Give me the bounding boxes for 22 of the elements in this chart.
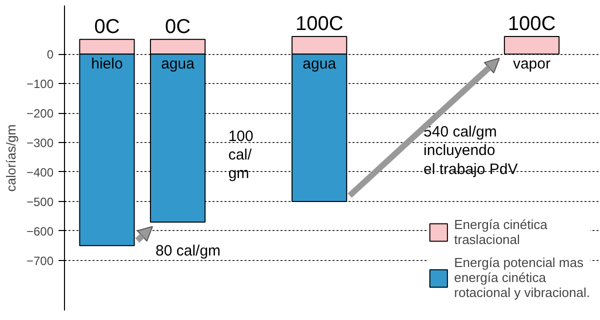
- x-tick-label: agua: [161, 56, 196, 73]
- y-tick-label: −100: [26, 77, 54, 92]
- x-tick-label: hielo: [91, 56, 123, 73]
- bar: [504, 36, 560, 55]
- y-axis-title: calorías/gm: [3, 124, 18, 192]
- y-tick-label: −300: [26, 136, 54, 150]
- annotation: 0C: [164, 16, 191, 38]
- y-tick-label: −500: [26, 194, 54, 209]
- x-tick-label: vapor: [512, 56, 550, 73]
- y-tick-label: −200: [26, 106, 54, 121]
- legend-label: Energía potencial mas energía cinética rotacional y vibracional.: [454, 255, 590, 300]
- annotation: 100C: [295, 12, 344, 35]
- y-tick-label: 0: [46, 48, 54, 62]
- annotation: 100 cal/ gm: [228, 128, 254, 182]
- x-tick-label: agua: [302, 56, 337, 73]
- annotation: 80 cal/gm: [156, 242, 221, 260]
- annotation: 100C: [508, 12, 556, 35]
- y-tick-label: −400: [26, 166, 54, 180]
- y-tick-label: −600: [26, 224, 54, 238]
- legend-label: Energía cinética traslacional: [454, 217, 548, 247]
- annotation: 0C: [94, 16, 120, 38]
- y-tick-label: −700: [26, 254, 54, 268]
